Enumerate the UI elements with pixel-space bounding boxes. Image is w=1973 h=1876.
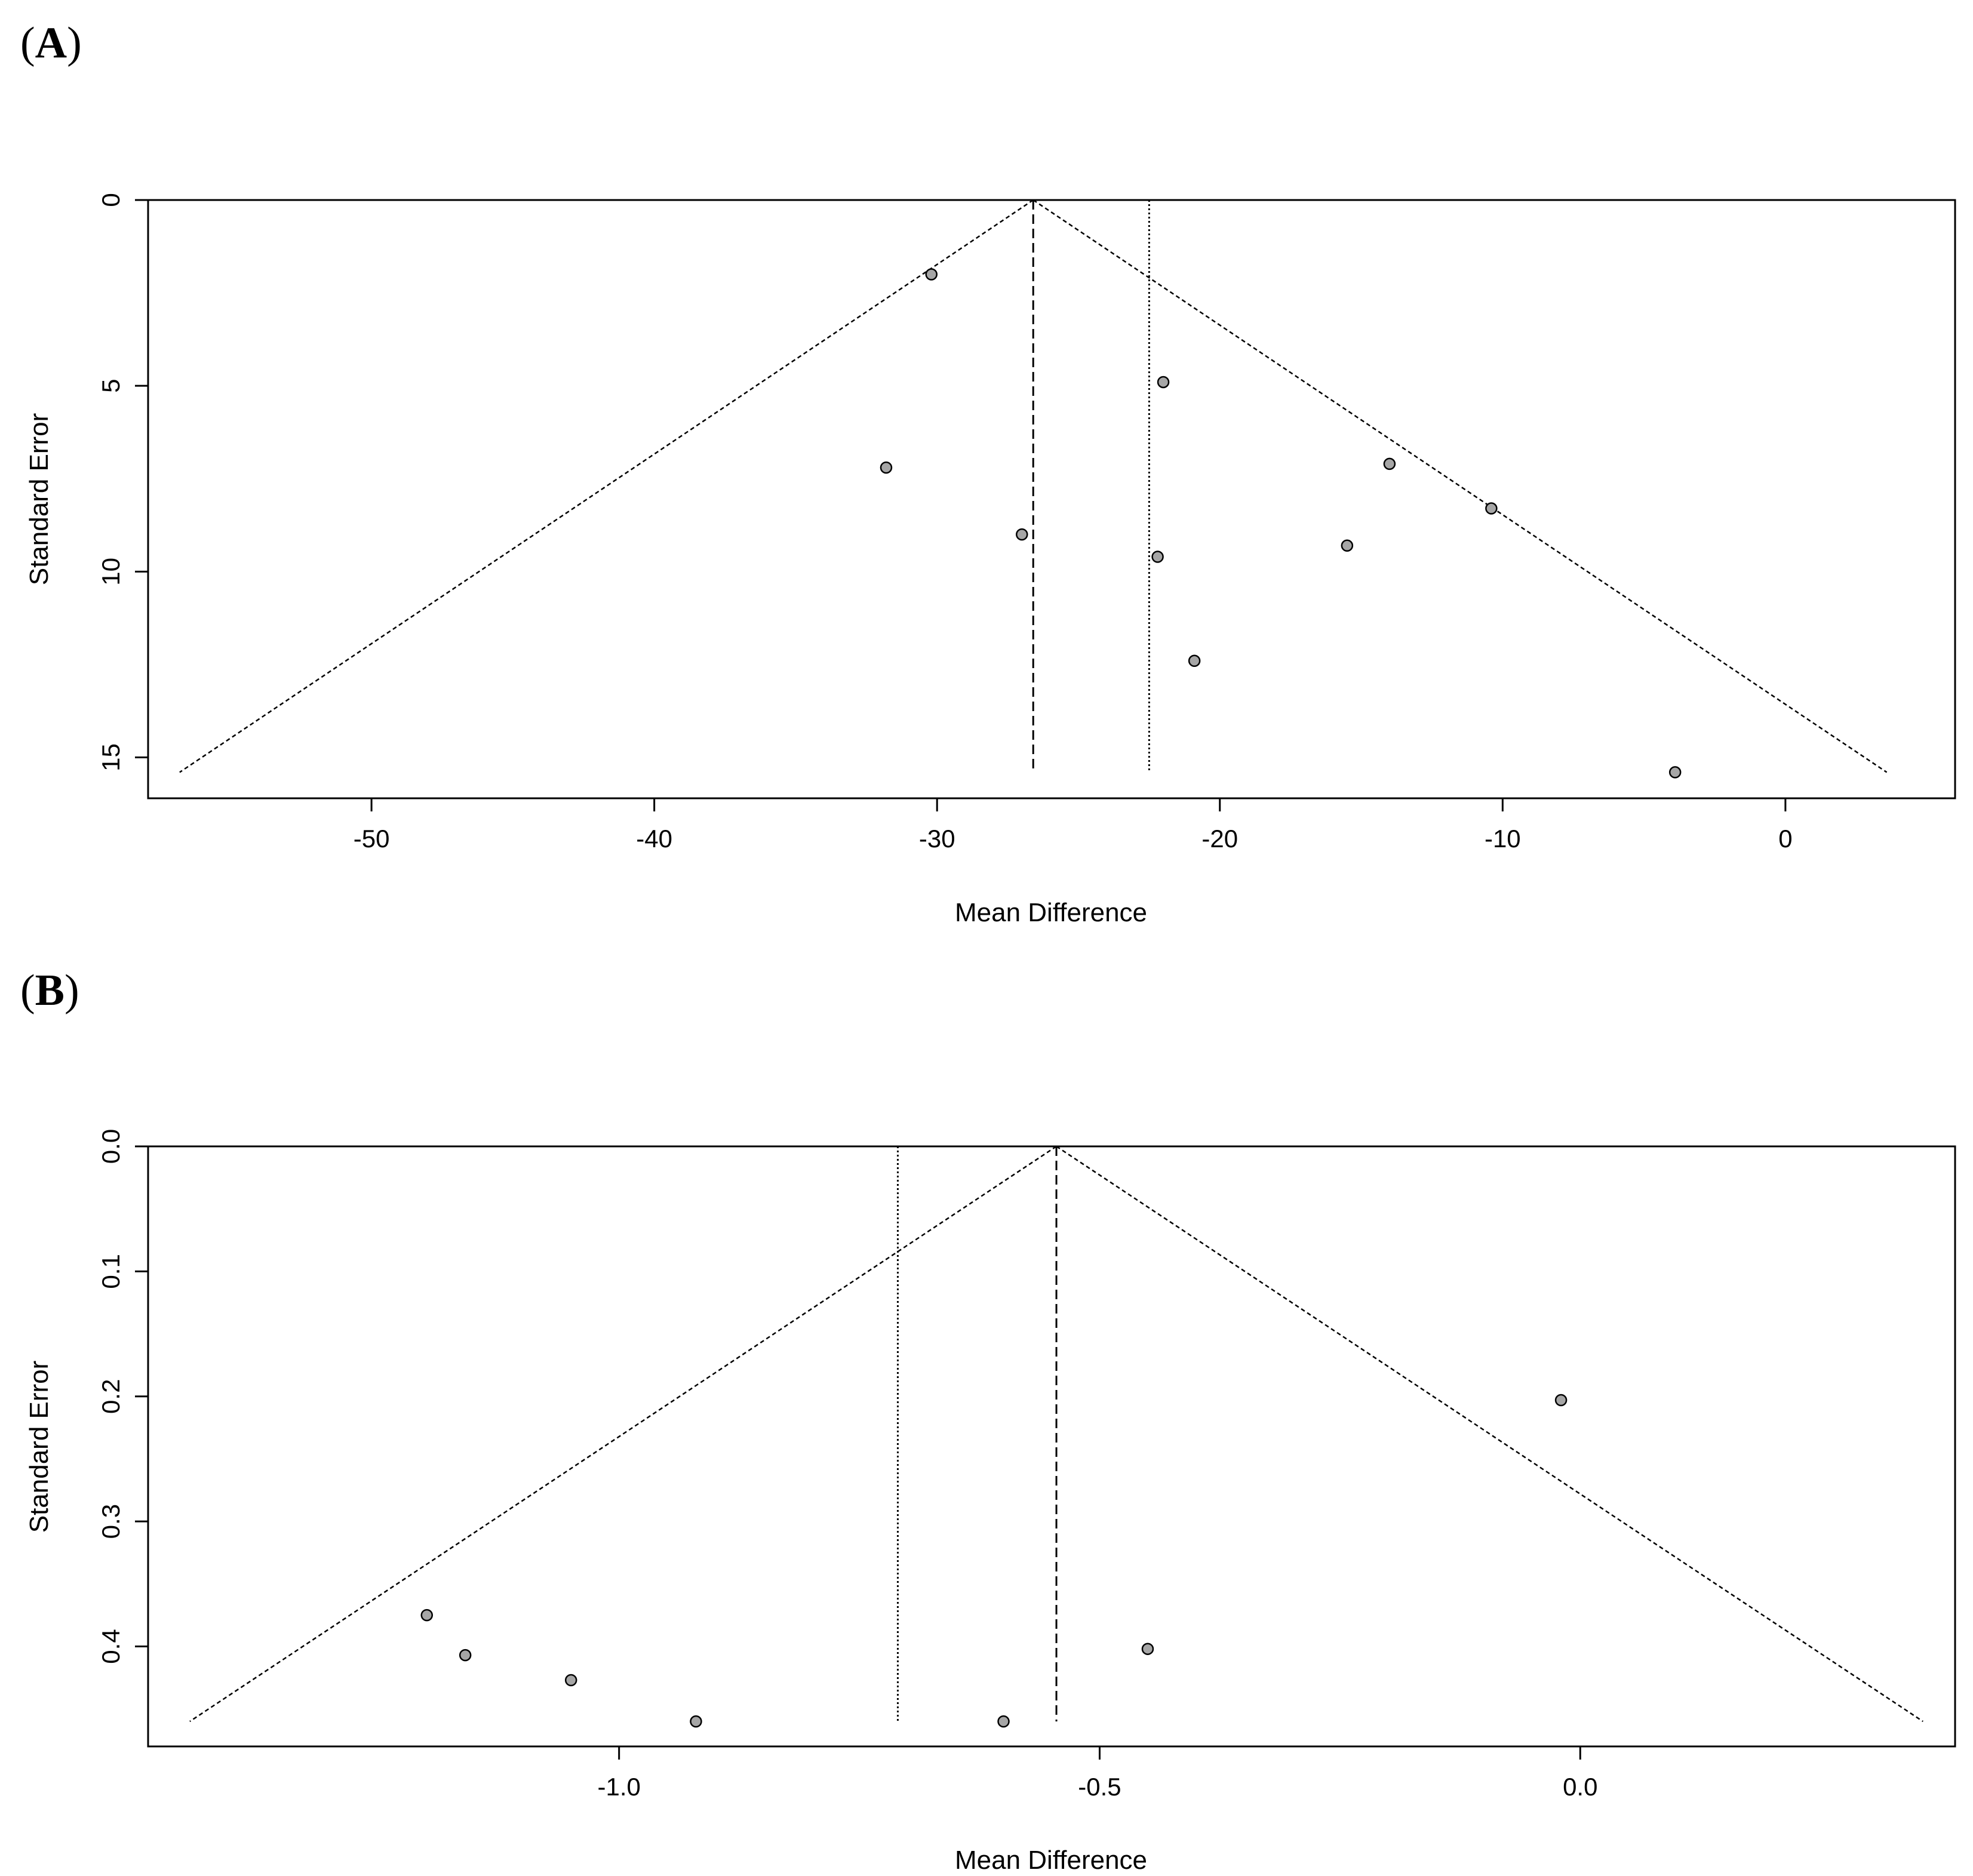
- chart-marks-a: [179, 199, 1888, 779]
- x-tick-label: -10: [1485, 825, 1521, 853]
- panel-label-a: (A): [20, 19, 82, 67]
- plot-frame-b: [147, 1145, 1956, 1748]
- funnel-left-boundary: [189, 1145, 1057, 1723]
- study-point: [880, 461, 893, 474]
- x-tick-label: -50: [354, 825, 390, 853]
- funnel-right-boundary: [1032, 199, 1888, 773]
- study-point: [997, 1715, 1010, 1728]
- x-tick-label: -1.0: [598, 1773, 641, 1801]
- x-tick-label: -20: [1201, 825, 1238, 853]
- study-point: [1383, 457, 1396, 470]
- x-tick-label: -40: [636, 825, 672, 853]
- plot-frame-a: [147, 199, 1956, 799]
- y-tick-label: 0.0: [97, 1129, 125, 1164]
- study-point: [1341, 539, 1354, 552]
- y-tick-label: 0.3: [97, 1504, 125, 1539]
- y-axis-title-a: Standard Error: [24, 413, 54, 586]
- y-tick-label: 0.1: [97, 1254, 125, 1288]
- study-point: [1016, 528, 1028, 541]
- y-tick-label: 0.2: [97, 1379, 125, 1414]
- x-tick-label: -0.5: [1078, 1773, 1121, 1801]
- y-tick-label: 15: [97, 743, 125, 771]
- study-point: [564, 1674, 577, 1687]
- x-tick-label: 0.0: [1563, 1773, 1597, 1801]
- y-tick-label: 0.4: [97, 1629, 125, 1663]
- panel-label-b: (B): [20, 966, 79, 1015]
- study-point: [1141, 1643, 1154, 1655]
- funnel-left-boundary: [179, 199, 1034, 773]
- study-point: [1485, 502, 1498, 515]
- study-point: [925, 268, 938, 281]
- funnel-plot-a: (A) -50 -40 -30 -20 -10 0 0 5 10 15 Mean Differe…: [20, 19, 1956, 927]
- x-axis-a: -50 -40 -30 -20 -10 0: [354, 798, 1793, 853]
- x-axis-b: -1.0 -0.5 0.0: [598, 1746, 1597, 1801]
- y-tick-label: 10: [97, 558, 125, 586]
- x-axis-title-b: Mean Difference: [955, 1846, 1147, 1875]
- study-point: [1151, 551, 1164, 563]
- study-point: [1157, 376, 1170, 389]
- y-axis-a: 0 5 10 15: [97, 193, 148, 771]
- chart-marks-b: [189, 1145, 1923, 1728]
- y-axis-b: 0.0 0.1 0.2 0.3 0.4: [97, 1129, 148, 1664]
- x-tick-label: -30: [919, 825, 955, 853]
- x-tick-label: 0: [1778, 825, 1792, 853]
- y-tick-label: 5: [97, 379, 125, 393]
- y-axis-title-b: Standard Error: [24, 1361, 54, 1533]
- study-point: [1668, 766, 1682, 779]
- funnel-right-boundary: [1056, 1145, 1923, 1723]
- study-point: [690, 1715, 702, 1728]
- funnel-plot-b: (B) -1.0 -0.5 0.0 0.0 0.1 0.2 0.3 0.4 Mean Dif…: [20, 966, 1956, 1875]
- study-point: [459, 1649, 472, 1662]
- study-point: [1554, 1394, 1568, 1407]
- x-axis-title-a: Mean Difference: [955, 898, 1147, 927]
- study-point: [420, 1609, 434, 1622]
- y-tick-label: 0: [97, 193, 125, 207]
- study-point: [1188, 654, 1201, 667]
